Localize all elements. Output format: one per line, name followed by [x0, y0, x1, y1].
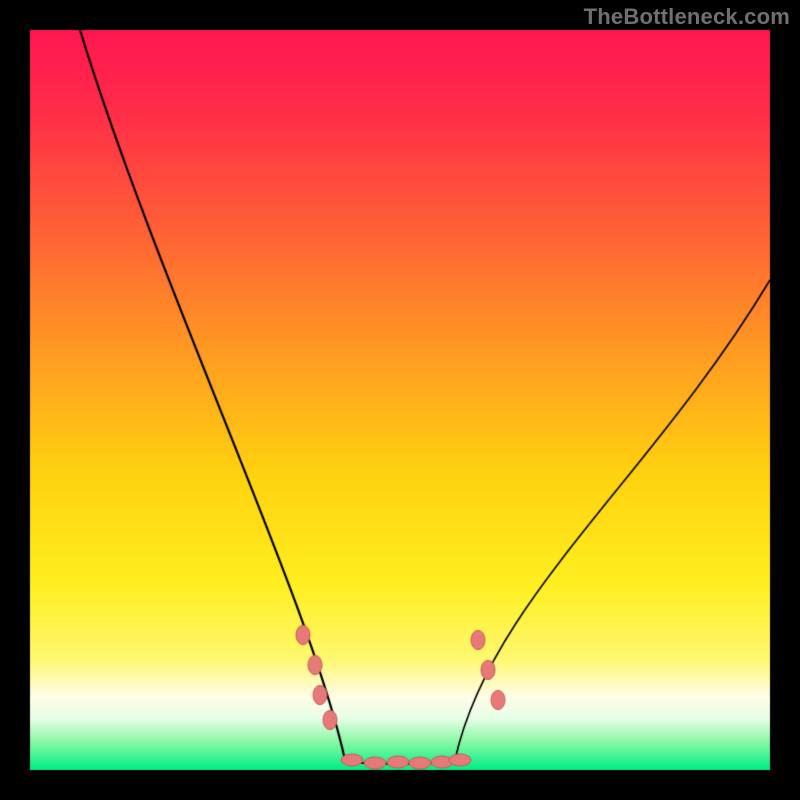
chart-canvas: [0, 0, 800, 800]
watermark-text: TheBottleneck.com: [584, 4, 790, 30]
stage: TheBottleneck.com: [0, 0, 800, 800]
